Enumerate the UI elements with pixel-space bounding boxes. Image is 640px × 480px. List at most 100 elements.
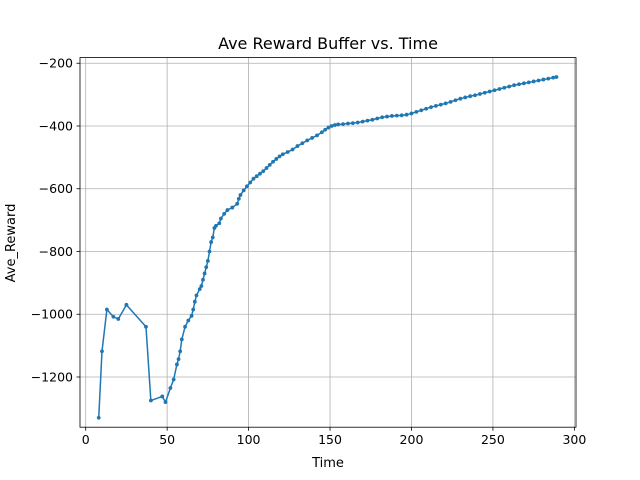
data-point [329,124,334,128]
data-point [100,349,104,354]
data-point [492,88,497,93]
data-point [290,147,295,152]
data-point [300,141,305,146]
data-point [230,205,235,210]
x-tick-label: 250 [481,432,505,447]
data-point [394,113,399,118]
data-point [399,113,404,118]
data-point [453,98,458,103]
data-point [171,377,176,382]
data-point [271,159,275,164]
data-point [205,259,210,263]
data-point [419,108,424,113]
data-point [380,115,385,120]
data-point [546,76,551,81]
data-point [251,176,256,181]
data-point [277,154,282,159]
data-point [218,216,223,221]
data-point [551,75,556,80]
x-tick-label: 0 [82,432,90,447]
data-point [186,318,191,323]
data-point [202,271,207,276]
data-point [434,104,438,108]
data-point [241,188,246,193]
y-tick-label: −600 [39,181,73,196]
data-point [473,93,477,98]
data-point [468,94,473,99]
x-tick-label: 200 [400,432,424,447]
data-point [264,166,269,170]
data-point [477,92,482,96]
data-point [189,313,194,318]
data-point [222,211,227,216]
data-point [487,89,492,94]
data-point [267,163,272,167]
grid [80,57,576,428]
data-point [385,114,389,119]
data-point [355,120,360,125]
data-point [245,184,249,189]
data-point [443,101,448,106]
x-tick-label: 50 [159,432,175,447]
y-tick-label: −1000 [31,307,73,322]
data-point [191,307,196,312]
data-point [261,169,266,174]
series-line [97,76,557,418]
data-point [336,122,341,127]
data-point [207,249,212,254]
data-point [236,196,241,201]
data-point [512,83,517,88]
data-point [360,119,365,124]
data-point [285,150,290,154]
data-point [280,152,285,157]
y-tick-label: −800 [39,244,73,259]
data-point [178,349,183,354]
y-tick-label: −1200 [31,369,73,384]
data-point [517,82,521,87]
data-point [305,138,310,143]
data-point [192,299,197,304]
data-point [497,87,502,91]
data-point [541,77,546,82]
data-point [295,144,300,148]
data-point [310,136,315,140]
series-layer [96,75,559,420]
data-point [370,117,375,122]
data-point [521,81,526,86]
data-point [375,116,380,121]
data-point [429,105,433,110]
data-point [176,357,181,362]
data-point [341,122,345,127]
y-axis-label: Ave_Reward [4,204,19,283]
data-point [333,123,337,127]
data-point [238,193,243,197]
data-point [254,174,259,179]
data-point [163,400,168,404]
data-point [350,121,355,126]
x-axis-label: Time [311,456,344,471]
data-point [458,96,463,101]
data-point [274,157,279,161]
data-point [116,317,121,321]
data-point [175,362,179,367]
data-point [414,109,419,114]
data-point [210,235,215,240]
data-point [201,277,205,282]
data-point [463,95,468,100]
plot-frame [79,57,577,428]
data-point [235,201,240,206]
data-point [197,287,202,292]
data-point [526,80,531,85]
data-point [194,293,199,298]
data-point [217,221,222,226]
data-point [424,106,429,111]
data-point [214,223,218,228]
data-point [365,118,370,123]
data-point [204,265,209,270]
data-point [258,171,262,176]
data-point [390,114,394,118]
y-axis-ticks: −1200 −1000 −800 −600 −400 −200 [31,56,80,384]
x-tick-label: 300 [562,432,586,447]
data-point [346,121,350,126]
